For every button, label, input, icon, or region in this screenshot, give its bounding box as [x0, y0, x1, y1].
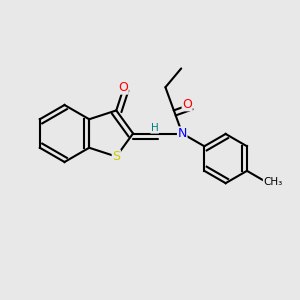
Text: O: O: [182, 98, 192, 111]
Text: S: S: [112, 150, 120, 163]
Text: N: N: [178, 127, 187, 140]
Text: CH₃: CH₃: [263, 177, 283, 187]
Text: O: O: [118, 81, 128, 94]
Text: H: H: [151, 123, 158, 133]
